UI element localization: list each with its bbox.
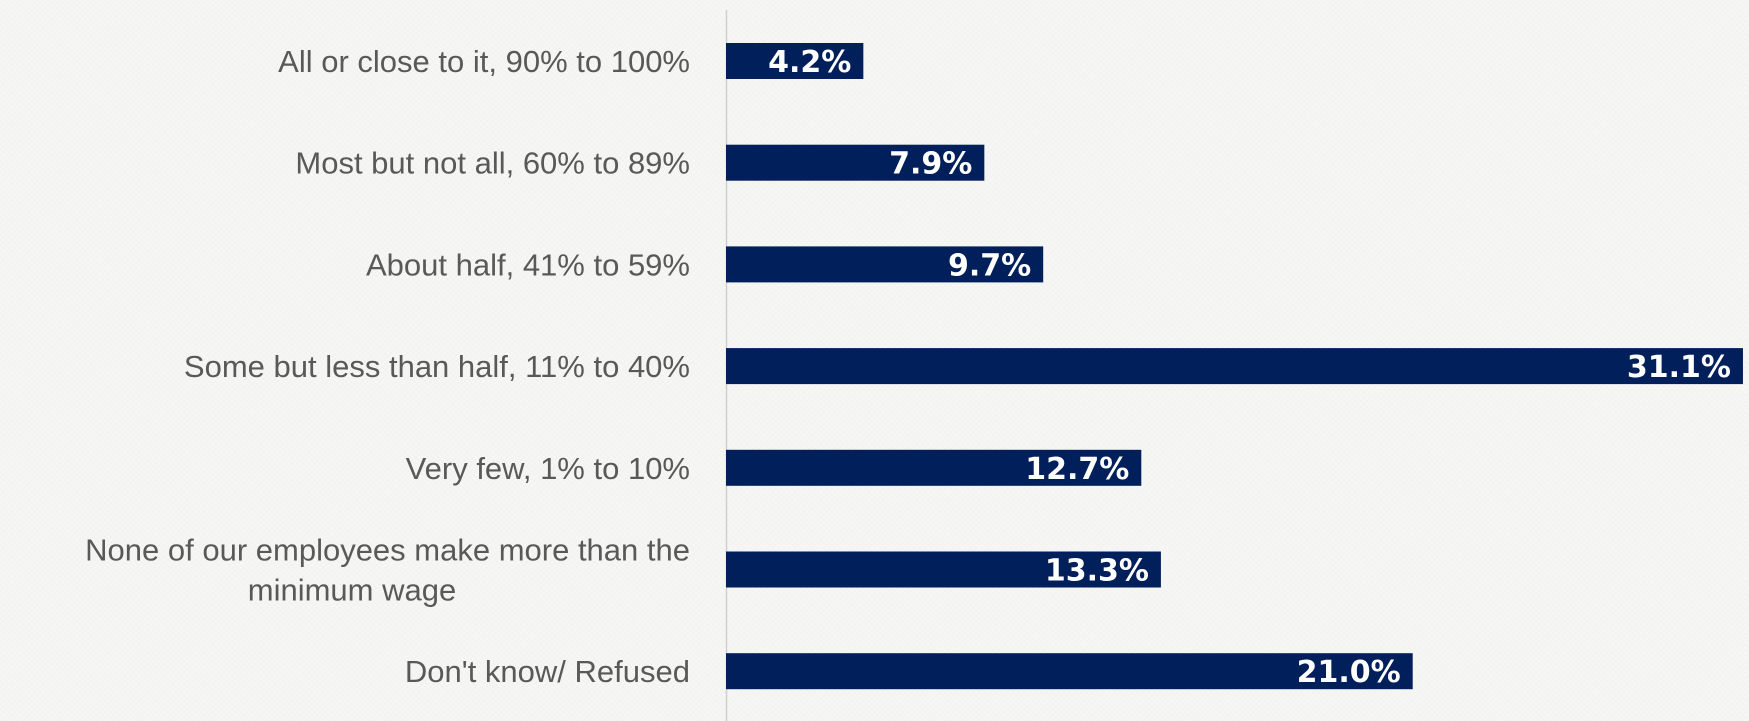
value-label-1: 7.9% <box>889 147 972 182</box>
bar-2 <box>726 246 1044 283</box>
category-label-0: All or close to it, 90% to 100% <box>278 44 690 79</box>
value-label-2: 9.7% <box>948 248 1031 283</box>
category-label-4: Very few, 1% to 10% <box>406 451 690 486</box>
category-label-5: None of our employees make more than the… <box>85 533 690 608</box>
value-label-3: 31.1% <box>1627 350 1731 385</box>
bars-layer: 4.2% 7.9% 9.7% 31.1% 12.7% 13.3% 21.0% <box>726 43 1743 690</box>
bar-1 <box>726 144 985 181</box>
category-label-6: Don't know/ Refused <box>405 654 690 689</box>
bar-5 <box>726 551 1161 588</box>
bar-0 <box>726 43 864 79</box>
value-label-0: 4.2% <box>768 45 851 80</box>
value-label-6: 21.0% <box>1297 655 1401 690</box>
bar-4 <box>726 449 1142 486</box>
category-label-3: Some but less than half, 11% to 40% <box>184 349 690 384</box>
category-labels-layer: All or close to it, 90% to 100% Most but … <box>85 44 690 689</box>
category-label-2: About half, 41% to 59% <box>366 247 690 282</box>
value-label-5: 13.3% <box>1045 554 1149 589</box>
bar-6 <box>726 653 1413 690</box>
bar-3 <box>726 348 1743 385</box>
category-label-1: Most but not all, 60% to 89% <box>295 146 690 181</box>
value-label-4: 12.7% <box>1025 452 1129 487</box>
